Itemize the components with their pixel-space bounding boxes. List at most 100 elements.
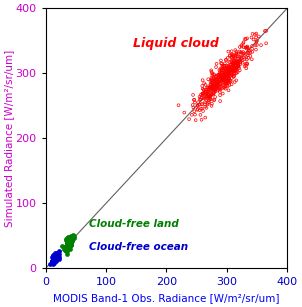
Point (224, 63, 229, 68)
Point (214, 74, 218, 79)
Point (236, 63, 241, 68)
Point (69, 238, 74, 243)
Point (216, 81, 220, 86)
Point (212, 87, 217, 92)
Point (193, 118, 198, 122)
Point (52, 258, 57, 263)
Point (244, 45, 249, 50)
Point (225, 77, 230, 82)
Point (210, 78, 214, 83)
Point (251, 37, 256, 42)
Point (249, 35, 254, 40)
Point (63, 249, 68, 254)
Point (230, 57, 235, 62)
Point (69, 239, 74, 243)
Point (199, 92, 204, 97)
Point (223, 71, 228, 76)
Point (224, 57, 229, 62)
Point (56, 253, 60, 258)
Point (66, 245, 71, 250)
Point (207, 95, 212, 99)
Point (199, 102, 204, 107)
Point (235, 60, 239, 64)
Point (225, 56, 230, 60)
Point (222, 66, 226, 71)
Point (214, 74, 219, 79)
Point (211, 72, 216, 77)
Point (226, 80, 230, 85)
Point (53, 255, 58, 260)
Point (208, 86, 213, 91)
Point (250, 44, 255, 49)
Point (224, 81, 229, 86)
Point (229, 72, 234, 77)
Point (226, 70, 230, 75)
Point (229, 70, 233, 75)
Point (214, 76, 218, 81)
Point (229, 68, 233, 73)
Point (53, 254, 57, 259)
Point (231, 64, 236, 68)
Point (69, 240, 73, 245)
Point (52, 258, 57, 263)
Point (243, 45, 248, 50)
Point (248, 50, 253, 55)
Point (63, 245, 68, 250)
Point (53, 254, 57, 258)
Point (259, 43, 263, 48)
Point (223, 58, 228, 63)
Point (219, 61, 223, 66)
Point (236, 56, 241, 60)
Point (236, 54, 241, 59)
Point (255, 38, 259, 43)
Point (226, 68, 231, 73)
Point (231, 66, 236, 71)
Point (52, 259, 57, 264)
Point (233, 67, 238, 72)
Point (237, 55, 242, 60)
Point (221, 78, 226, 83)
Point (226, 88, 231, 93)
Point (246, 56, 251, 60)
Point (245, 61, 249, 66)
Point (211, 77, 216, 82)
Point (205, 95, 210, 100)
Point (220, 73, 225, 78)
Point (213, 87, 218, 92)
Point (208, 85, 213, 90)
Point (250, 49, 255, 54)
Point (253, 43, 258, 48)
Point (209, 83, 214, 87)
Point (206, 87, 211, 91)
Point (55, 251, 60, 256)
Point (54, 258, 59, 263)
Point (198, 97, 203, 102)
Point (217, 90, 222, 95)
Point (216, 73, 221, 78)
Point (235, 60, 239, 64)
Point (199, 95, 204, 100)
Point (225, 79, 230, 84)
Point (220, 72, 224, 77)
Point (217, 68, 222, 72)
Point (50, 255, 55, 260)
Point (247, 48, 252, 53)
Point (70, 234, 75, 239)
Point (65, 242, 70, 247)
Point (217, 72, 222, 77)
Point (203, 93, 208, 98)
Point (69, 235, 74, 240)
Point (223, 72, 228, 77)
Point (70, 237, 75, 242)
Point (225, 66, 230, 71)
Point (228, 79, 233, 84)
Point (201, 87, 206, 92)
Point (211, 91, 216, 96)
Point (219, 58, 223, 63)
Point (67, 239, 72, 243)
Point (69, 235, 73, 240)
Point (223, 71, 228, 76)
Point (211, 87, 216, 92)
Point (68, 239, 73, 243)
Point (236, 64, 241, 69)
